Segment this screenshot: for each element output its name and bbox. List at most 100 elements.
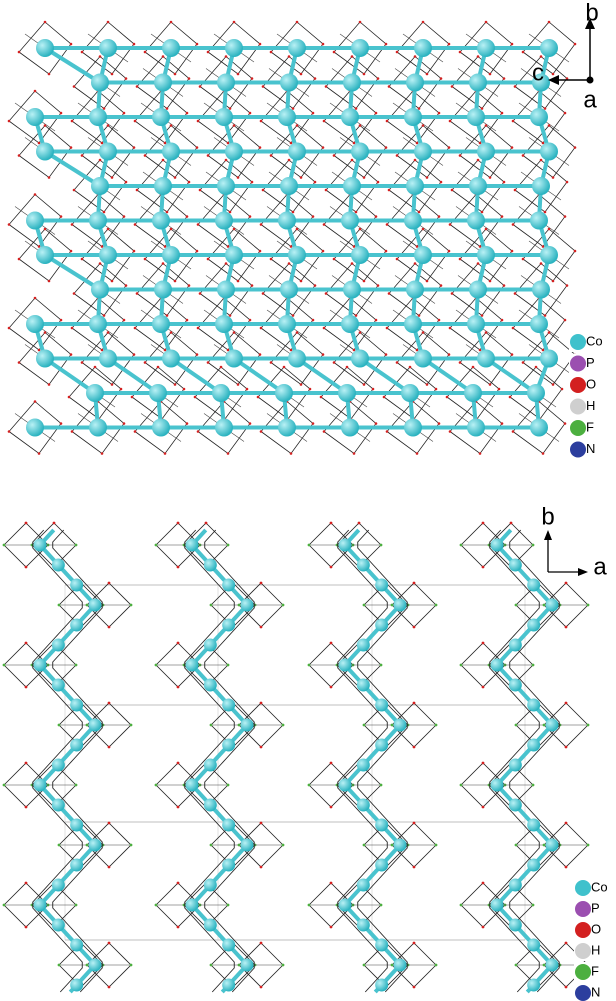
atom-o	[18, 154, 21, 157]
atom-o	[162, 159, 165, 162]
atom-co	[530, 315, 548, 333]
atom-co	[540, 39, 558, 57]
atom-co	[401, 384, 419, 402]
atom-co	[215, 315, 233, 333]
atom-f	[86, 724, 89, 727]
atom-co	[357, 679, 370, 692]
atom-o	[451, 189, 454, 192]
atom-co	[34, 539, 47, 552]
atom-o	[422, 21, 425, 24]
atom-o	[196, 353, 199, 356]
atom-o	[477, 159, 480, 162]
atom-o	[330, 806, 333, 809]
atom-f	[515, 964, 518, 967]
atom-o	[566, 181, 569, 184]
atom-co	[186, 539, 199, 552]
atom-o	[477, 262, 480, 265]
atom-o	[472, 366, 475, 369]
atom-co	[467, 315, 485, 333]
atom-f	[155, 784, 158, 787]
atom-co	[469, 74, 487, 92]
atom-o	[134, 327, 137, 330]
atom-o	[94, 366, 97, 369]
atom-co	[204, 879, 217, 892]
atom-o	[333, 51, 336, 54]
atom-o	[542, 245, 545, 248]
atom-o	[314, 181, 317, 184]
atom-o	[385, 146, 388, 149]
atom-o	[451, 292, 454, 295]
atom-co	[357, 759, 370, 772]
atom-o	[123, 112, 126, 115]
atom-f	[308, 904, 311, 907]
atom-o	[314, 77, 317, 80]
atom-o	[44, 21, 47, 24]
atom-o	[134, 430, 137, 433]
atom-o	[574, 43, 577, 46]
atom-f	[532, 544, 535, 547]
atom-o	[542, 452, 545, 455]
atom-o	[323, 327, 326, 330]
atom-o	[414, 262, 417, 265]
atom-o	[34, 193, 37, 196]
atom-o	[177, 806, 180, 809]
atom-o	[485, 124, 488, 127]
atom-o	[270, 258, 273, 261]
atom-o	[514, 189, 517, 192]
atom-co	[527, 739, 540, 752]
atom-o	[479, 142, 482, 145]
bond	[45, 152, 100, 187]
atom-o	[292, 211, 295, 214]
atom-o	[186, 112, 189, 115]
atom-f	[380, 664, 383, 667]
atom-co	[357, 559, 370, 572]
atom-o	[38, 452, 41, 455]
atom-o	[574, 146, 577, 149]
atom-co	[509, 679, 522, 692]
atom-o	[351, 159, 354, 162]
atom-o	[73, 189, 76, 192]
atom-co	[546, 839, 559, 852]
atom-o	[565, 702, 568, 705]
atom-co	[162, 143, 180, 161]
atom-o	[564, 215, 567, 218]
atom-o	[548, 331, 551, 334]
atom-co	[152, 212, 170, 230]
atom-o	[300, 73, 303, 76]
atom-co	[404, 419, 422, 437]
atom-o	[386, 223, 389, 226]
atom-o	[199, 85, 202, 88]
atom-co	[89, 212, 107, 230]
atom-o	[164, 349, 167, 352]
atom-o	[323, 223, 326, 226]
axis-label: c	[532, 59, 544, 86]
legend-swatch	[570, 399, 586, 415]
atom-o	[440, 181, 443, 184]
atom-co	[339, 779, 352, 792]
atom-co	[530, 108, 548, 126]
legend-label: O	[586, 376, 596, 391]
atom-o	[71, 120, 74, 123]
atom-o	[196, 146, 199, 149]
atom-o	[125, 181, 128, 184]
atom-o	[418, 107, 421, 110]
atom-o	[38, 245, 41, 248]
atom-o	[162, 55, 165, 58]
atom-co	[527, 939, 540, 952]
atom-o	[396, 154, 399, 157]
atom-co	[89, 419, 107, 437]
atom-o	[477, 55, 480, 58]
atom-co	[225, 143, 243, 161]
atom-o	[449, 120, 452, 123]
atom-co	[241, 599, 254, 612]
atom-f	[238, 604, 241, 607]
atom-co	[339, 659, 352, 672]
atom-f	[543, 964, 546, 967]
atom-o	[111, 383, 114, 386]
atom-o	[548, 124, 551, 127]
atom-co	[162, 246, 180, 264]
axis-origin	[587, 77, 594, 84]
atom-f	[282, 844, 285, 847]
atom-o	[225, 55, 228, 58]
atom-o	[197, 120, 200, 123]
